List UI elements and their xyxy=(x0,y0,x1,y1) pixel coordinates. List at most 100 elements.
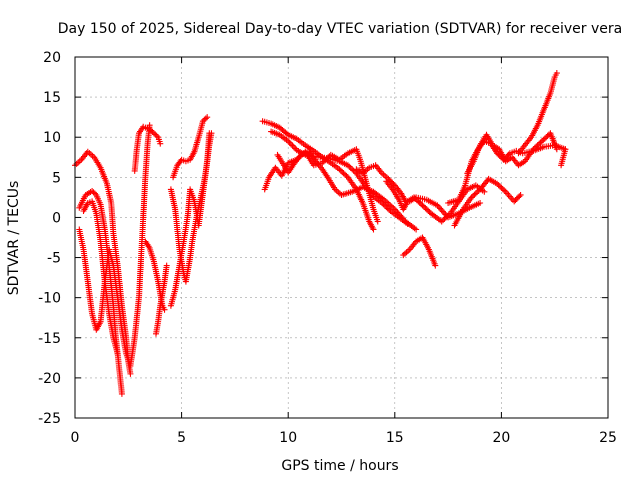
data-point xyxy=(325,154,331,161)
data-point xyxy=(127,370,134,377)
y-tick-label: 15 xyxy=(43,90,61,106)
plot-frame xyxy=(74,56,609,419)
data-point xyxy=(153,132,160,139)
data-series xyxy=(515,70,560,157)
data-point xyxy=(89,188,96,194)
data-point xyxy=(516,193,523,200)
y-tick-label: -10 xyxy=(38,291,61,307)
data-point xyxy=(471,191,478,198)
data-point xyxy=(152,131,159,138)
data-point xyxy=(146,126,153,133)
data-series xyxy=(170,114,211,181)
data-point xyxy=(298,152,304,159)
data-point xyxy=(296,154,303,160)
data-point xyxy=(383,204,390,210)
data-point xyxy=(562,146,569,153)
data-series xyxy=(400,234,439,269)
data-point xyxy=(536,140,543,147)
data-point xyxy=(323,155,330,162)
data-point xyxy=(293,156,300,163)
data-point xyxy=(384,205,391,212)
data-point xyxy=(283,130,290,137)
data-series xyxy=(274,148,420,233)
data-point xyxy=(553,70,560,77)
data-point xyxy=(538,138,545,145)
data-series xyxy=(558,146,569,169)
x-tick-label: 5 xyxy=(177,430,186,446)
data-point xyxy=(498,184,505,191)
data-point xyxy=(543,134,550,141)
data-point xyxy=(202,115,209,122)
data-point xyxy=(445,211,452,218)
x-axis-label: GPS time / hours xyxy=(281,458,398,474)
data-point xyxy=(425,207,432,214)
data-series xyxy=(167,130,215,285)
x-tick-label: 0 xyxy=(71,430,80,446)
data-point xyxy=(337,167,344,174)
data-point xyxy=(322,157,329,164)
data-point xyxy=(415,198,422,205)
data-point xyxy=(440,217,447,224)
data-point xyxy=(204,114,211,121)
data-point xyxy=(118,390,125,397)
data-point xyxy=(411,194,417,201)
y-tick-label: 20 xyxy=(43,50,61,66)
data-series xyxy=(451,175,524,229)
data-point xyxy=(481,188,488,195)
data-series xyxy=(464,130,560,177)
data-point xyxy=(299,151,306,158)
data-point xyxy=(416,199,423,206)
data-series xyxy=(76,122,153,369)
data-point xyxy=(530,146,537,153)
data-point xyxy=(418,201,425,208)
x-tick-label: 10 xyxy=(279,430,297,446)
data-point xyxy=(199,118,206,125)
grid xyxy=(75,57,608,418)
data-series xyxy=(153,262,170,337)
marks xyxy=(72,70,569,397)
data-point xyxy=(374,218,381,225)
data-point xyxy=(544,132,551,139)
x-tick-label: 15 xyxy=(386,430,404,446)
data-point xyxy=(177,158,184,165)
y-tick-label: 5 xyxy=(52,170,61,186)
data-point xyxy=(150,130,157,137)
data-point xyxy=(90,189,97,196)
data-point xyxy=(423,206,430,213)
data-point xyxy=(370,226,377,233)
data-series xyxy=(131,123,164,174)
data-point xyxy=(499,186,506,193)
y-axis-label: SDTVAR / TECUs xyxy=(6,181,22,296)
data-point xyxy=(497,183,503,190)
data-point xyxy=(343,173,350,179)
data-point xyxy=(537,139,544,146)
data-point xyxy=(346,163,353,170)
data-point xyxy=(468,194,475,201)
data-point xyxy=(438,218,445,225)
data-point xyxy=(495,182,502,189)
x-tick-label: 20 xyxy=(492,430,510,446)
data-point xyxy=(208,130,215,137)
data-point xyxy=(342,171,349,178)
data-point xyxy=(339,169,346,175)
data-point xyxy=(344,162,351,169)
data-point xyxy=(511,198,518,205)
data-point xyxy=(472,190,479,197)
data-point xyxy=(470,193,476,200)
x-tick-label: 25 xyxy=(599,430,617,446)
y-tick-label: -5 xyxy=(47,251,61,267)
data-point xyxy=(379,200,385,206)
data-point xyxy=(541,135,548,142)
data-point xyxy=(91,190,98,197)
data-point xyxy=(475,187,482,194)
y-tick-label: -15 xyxy=(38,331,61,347)
data-point xyxy=(413,226,420,233)
y-tick-label: 0 xyxy=(52,210,61,226)
data-point xyxy=(477,200,484,207)
data-point xyxy=(163,262,170,269)
data-point xyxy=(149,128,156,135)
data-point xyxy=(381,202,388,209)
y-tick-label: -20 xyxy=(38,371,61,387)
